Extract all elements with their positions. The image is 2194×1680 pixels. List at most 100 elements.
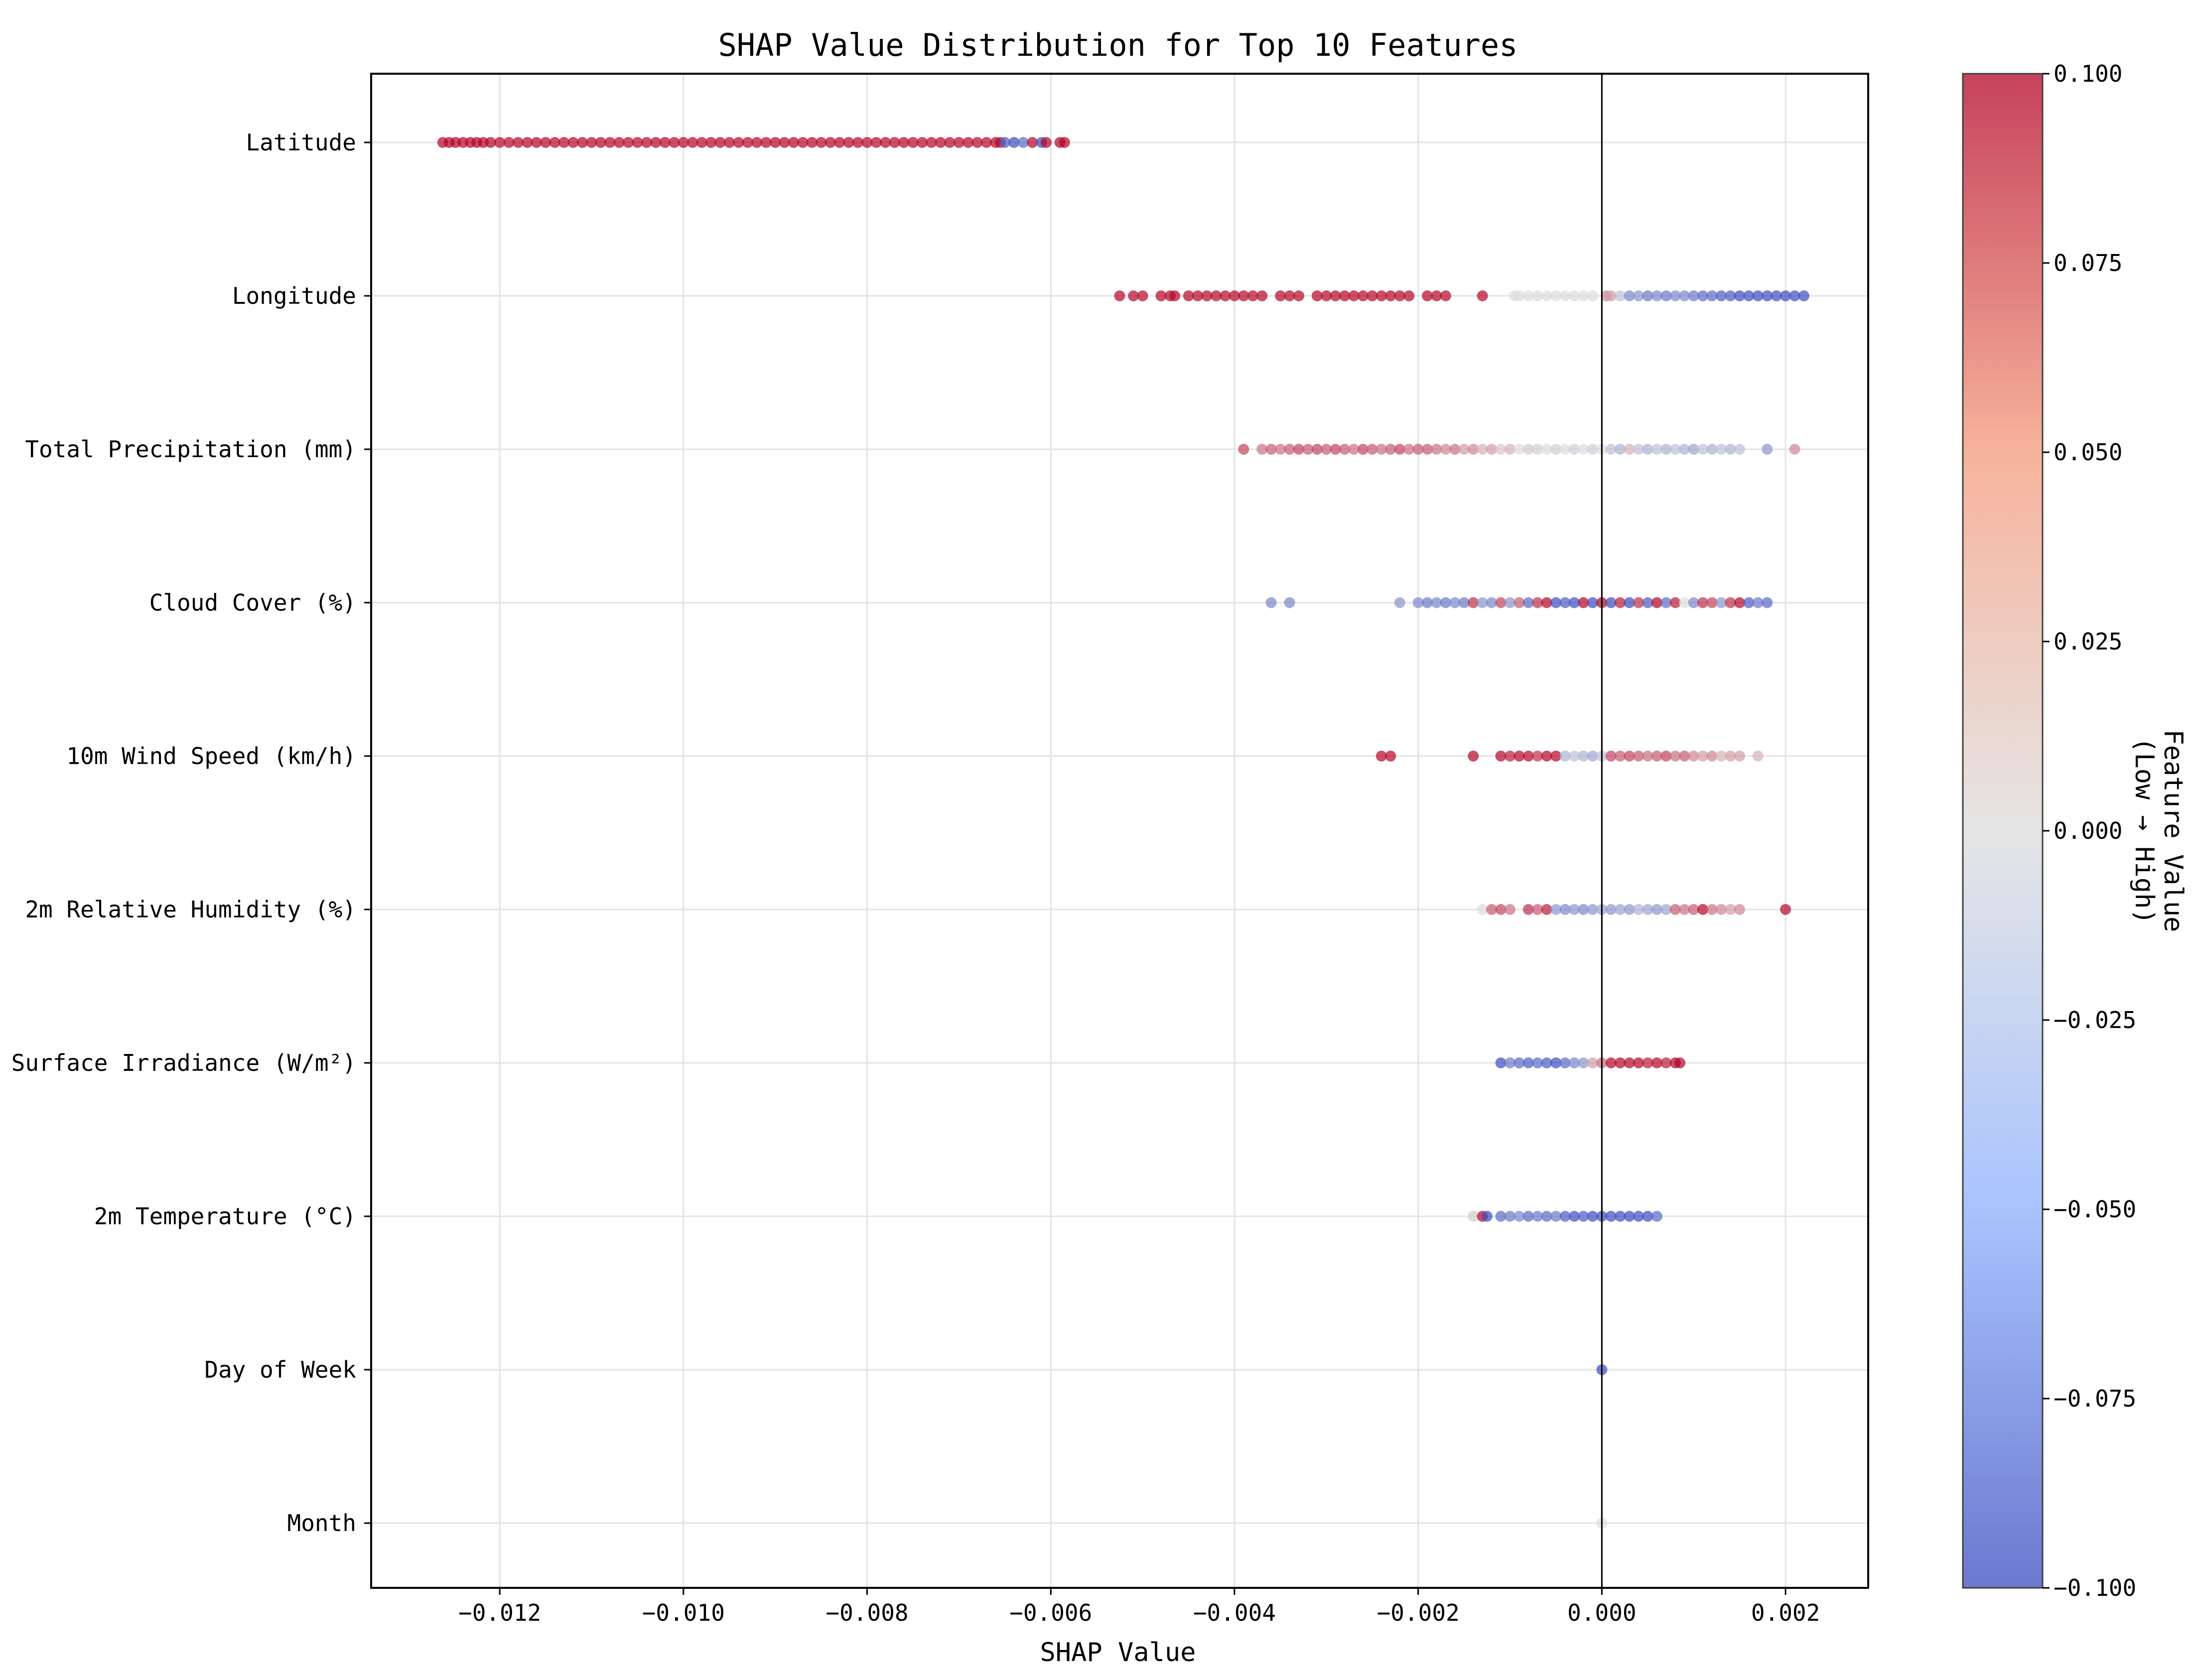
- shap-point: [1651, 1211, 1662, 1222]
- shap-point: [1541, 444, 1552, 455]
- shap-point: [1385, 290, 1396, 301]
- shap-point: [1743, 290, 1755, 301]
- shap-point: [1192, 290, 1204, 301]
- shap-point: [1605, 904, 1617, 915]
- shap-point: [1495, 444, 1507, 455]
- shap-point: [1642, 904, 1653, 915]
- shap-point: [1615, 1211, 1626, 1222]
- shap-point: [1505, 597, 1516, 608]
- colorbar-tick-label: 0.025: [2054, 628, 2122, 655]
- shap-point: [1330, 290, 1341, 301]
- shap-point: [1688, 290, 1699, 301]
- shap-point: [1651, 444, 1662, 455]
- shap-point: [1505, 904, 1516, 915]
- shap-point: [1688, 904, 1699, 915]
- shap-point: [1660, 904, 1672, 915]
- shap-point: [1752, 751, 1764, 762]
- shap-point: [1559, 904, 1571, 915]
- shap-point: [1725, 290, 1736, 301]
- x-tick-label: 0.000: [1567, 1599, 1636, 1626]
- shap-point: [953, 137, 964, 148]
- shap-point: [1522, 904, 1534, 915]
- shap-point: [1541, 290, 1552, 301]
- shap-point: [1743, 597, 1755, 608]
- shap-point: [1513, 444, 1525, 455]
- shap-point: [1587, 904, 1598, 915]
- shap-point: [742, 137, 753, 148]
- shap-point: [1615, 751, 1626, 762]
- shap-point: [1513, 751, 1525, 762]
- colorbar-tick-label: 0.000: [2054, 817, 2122, 844]
- shap-point: [1633, 751, 1645, 762]
- shap-point: [1734, 444, 1745, 455]
- shap-point: [1440, 444, 1451, 455]
- shap-point: [824, 137, 836, 148]
- shap-point: [1532, 1057, 1543, 1068]
- shap-point: [1569, 1057, 1580, 1068]
- colorbar-tick-label: −0.025: [2054, 1007, 2136, 1034]
- shap-point: [1734, 904, 1745, 915]
- shap-point: [1027, 137, 1038, 148]
- shap-point: [678, 137, 689, 148]
- shap-point: [1624, 1211, 1635, 1222]
- shap-point: [1550, 1211, 1562, 1222]
- feature-label: Surface Irradiance (W/m²): [11, 1049, 356, 1076]
- shap-point: [1477, 444, 1488, 455]
- shap-point: [1633, 904, 1645, 915]
- shap-point: [1211, 290, 1222, 301]
- colorbar-label: Feature Value (Low → High): [2129, 730, 2188, 932]
- shap-point: [1229, 290, 1240, 301]
- shap-point: [1679, 444, 1690, 455]
- shap-point: [586, 137, 597, 148]
- shap-point: [613, 137, 625, 148]
- shap-point: [1633, 597, 1645, 608]
- shap-point: [1615, 1057, 1626, 1068]
- shap-point: [843, 137, 854, 148]
- shap-point: [1569, 597, 1580, 608]
- shap-point: [1458, 444, 1470, 455]
- shap-point: [1321, 444, 1332, 455]
- shap-point: [1669, 904, 1681, 915]
- shap-point: [1578, 444, 1589, 455]
- colorbar: [1962, 73, 2044, 1589]
- shap-point: [1458, 597, 1470, 608]
- shap-point: [1275, 444, 1286, 455]
- shap-point: [1569, 751, 1580, 762]
- shap-point: [1706, 444, 1718, 455]
- shap-point: [1569, 904, 1580, 915]
- shap-point: [1238, 444, 1249, 455]
- shap-point: [1697, 597, 1709, 608]
- shap-point: [1532, 290, 1543, 301]
- shap-point: [1669, 597, 1681, 608]
- shap-point: [806, 137, 818, 148]
- shap-point: [1468, 444, 1479, 455]
- shap-point: [1468, 751, 1479, 762]
- shap-point: [1550, 1057, 1562, 1068]
- shap-point: [1752, 597, 1764, 608]
- shap-point: [1559, 444, 1571, 455]
- shap-point: [1587, 444, 1598, 455]
- shap-point: [1624, 444, 1635, 455]
- shap-point: [1541, 1057, 1552, 1068]
- shap-point: [1578, 1211, 1589, 1222]
- shap-point: [1431, 597, 1442, 608]
- shap-point: [1706, 290, 1718, 301]
- shap-point: [1697, 444, 1709, 455]
- shap-point: [595, 137, 606, 148]
- x-tick-label: −0.006: [1009, 1599, 1092, 1626]
- shap-point: [779, 137, 790, 148]
- shap-point: [1513, 1057, 1525, 1068]
- points-layer: [437, 137, 1809, 1529]
- plot-frame: [370, 73, 1869, 1589]
- shap-point: [1367, 444, 1378, 455]
- shap-point: [1486, 904, 1498, 915]
- x-tick-label: −0.008: [825, 1599, 908, 1626]
- shap-point: [1669, 751, 1681, 762]
- shap-point: [1293, 290, 1304, 301]
- shap-point: [1375, 290, 1387, 301]
- x-tick-label: −0.010: [642, 1599, 725, 1626]
- shap-point: [1734, 751, 1745, 762]
- shap-point: [1679, 751, 1690, 762]
- shap-point: [1169, 290, 1181, 301]
